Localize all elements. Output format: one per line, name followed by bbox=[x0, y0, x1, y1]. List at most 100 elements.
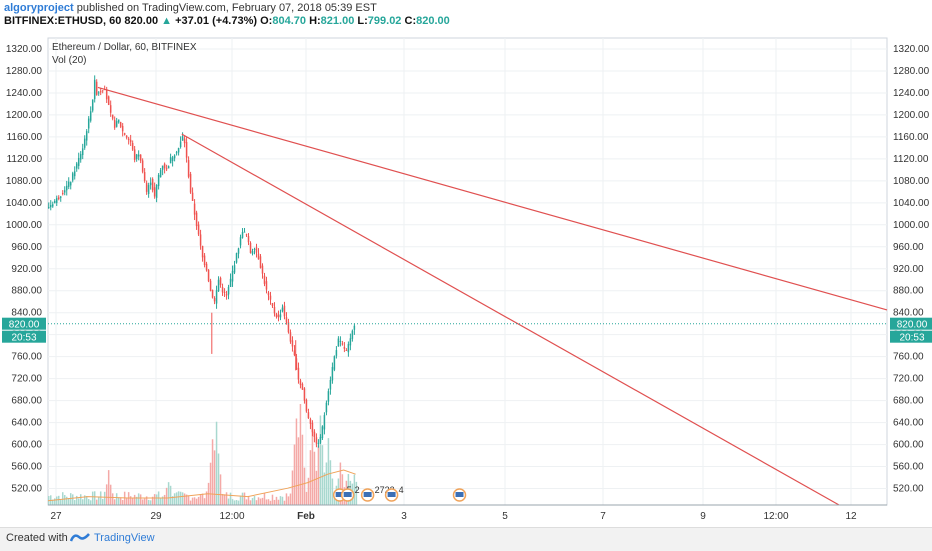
candle-body bbox=[349, 338, 352, 346]
candle-body bbox=[161, 165, 164, 170]
volume-bar bbox=[199, 494, 202, 505]
volume-bar bbox=[277, 499, 280, 505]
volume-bar bbox=[289, 493, 292, 505]
chart-header: algoryproject published on TradingView.c… bbox=[0, 0, 932, 30]
volume-bar bbox=[325, 462, 328, 505]
candle-body bbox=[73, 171, 76, 177]
volume-bar bbox=[267, 499, 270, 505]
volume-bar bbox=[297, 437, 300, 505]
volume-bar bbox=[313, 451, 316, 505]
candle-body bbox=[187, 160, 190, 177]
volume-bar bbox=[245, 499, 248, 505]
volume-bar bbox=[255, 500, 258, 505]
candle-body bbox=[177, 147, 180, 153]
candle-body bbox=[299, 380, 302, 385]
volume-bar bbox=[307, 477, 310, 505]
volume-bar bbox=[309, 450, 312, 505]
volume-bar bbox=[153, 494, 156, 505]
volume-bar bbox=[209, 462, 212, 505]
y-tick-label-right: 1160.00 bbox=[893, 132, 929, 143]
y-tick-label-right: 1240.00 bbox=[893, 88, 930, 99]
candle-body bbox=[277, 314, 280, 318]
volume-bar bbox=[99, 491, 102, 505]
volume-legend: Vol (20) bbox=[52, 55, 86, 66]
volume-bar bbox=[221, 493, 224, 505]
volume-bar bbox=[165, 487, 168, 505]
candle-body bbox=[151, 178, 154, 191]
y-tick-label-left: 1120.00 bbox=[7, 154, 43, 165]
event-markers[interactable]: 5227224 bbox=[332, 485, 467, 502]
candle-body bbox=[93, 79, 96, 100]
volume-bar bbox=[71, 494, 74, 505]
low-value: 799.02 bbox=[367, 15, 402, 27]
candle-body bbox=[55, 198, 58, 203]
volume-bar bbox=[175, 492, 178, 505]
tradingview-brand[interactable]: TradingView bbox=[94, 532, 155, 544]
volume-bar bbox=[231, 499, 234, 505]
volume-bar bbox=[269, 500, 272, 505]
footer: Created with TradingView bbox=[0, 527, 932, 551]
candle-body bbox=[79, 154, 82, 160]
candle-body bbox=[57, 197, 60, 200]
candle-body bbox=[339, 341, 342, 343]
volume-bar bbox=[219, 474, 222, 505]
candle-body bbox=[89, 111, 92, 121]
candle-body bbox=[229, 278, 232, 287]
candle-body bbox=[129, 139, 132, 143]
volume-bar bbox=[319, 415, 322, 505]
candle-body bbox=[215, 290, 218, 304]
volume-bar bbox=[275, 496, 278, 505]
volume-bar bbox=[55, 496, 58, 505]
candle-body bbox=[353, 325, 356, 330]
candle-body bbox=[117, 119, 120, 123]
candle-body bbox=[165, 168, 168, 170]
candle-body bbox=[193, 203, 196, 215]
volume-bar bbox=[119, 497, 122, 505]
candle-body bbox=[343, 346, 346, 349]
candle-body bbox=[53, 200, 56, 204]
candle-body bbox=[145, 182, 148, 192]
volume-bar bbox=[117, 497, 120, 505]
volume-bar bbox=[333, 495, 336, 505]
candle-body bbox=[275, 313, 278, 317]
author-link[interactable]: algoryproject bbox=[4, 2, 74, 14]
candle-body bbox=[291, 340, 294, 347]
volume-bar bbox=[259, 498, 262, 505]
volume-bar bbox=[201, 493, 204, 505]
trendline[interactable] bbox=[97, 86, 888, 311]
y-tick-label-left: 560.00 bbox=[11, 462, 42, 473]
volume-bar bbox=[223, 494, 226, 505]
trendlines[interactable] bbox=[97, 86, 888, 506]
y-tick-label-left: 600.00 bbox=[11, 440, 42, 451]
candle-body bbox=[67, 181, 70, 187]
candle-body bbox=[283, 305, 286, 317]
volume-bar bbox=[171, 496, 174, 505]
candle-body bbox=[121, 125, 124, 132]
volume-bar bbox=[147, 499, 150, 505]
volume-bar bbox=[315, 470, 318, 505]
y-tick-label-left: 1080.00 bbox=[6, 176, 43, 187]
candle-body bbox=[137, 154, 140, 157]
chart-background bbox=[0, 30, 932, 527]
created-with-label: Created with bbox=[6, 532, 68, 544]
us-flag-icon bbox=[455, 492, 464, 497]
candle-body bbox=[63, 190, 66, 193]
volume-bar bbox=[177, 491, 180, 505]
candle-body bbox=[219, 277, 222, 286]
volume-bar bbox=[263, 493, 266, 505]
low-label: L: bbox=[357, 15, 368, 27]
price-chart[interactable]: 1320.00 1320.00 1280.00 1280.00 1240.00 1240.… bbox=[0, 30, 932, 527]
us-flag-icon bbox=[343, 492, 352, 497]
volume-bar bbox=[323, 472, 326, 505]
candle-body bbox=[85, 131, 88, 141]
candle-body bbox=[209, 280, 212, 291]
y-tick-label-right: 600.00 bbox=[893, 440, 924, 451]
volume-bar bbox=[287, 496, 290, 505]
volume-bar bbox=[173, 493, 176, 505]
candle-body bbox=[319, 436, 322, 443]
trendline[interactable] bbox=[181, 133, 840, 506]
volume-bar bbox=[161, 496, 164, 505]
candle-body bbox=[175, 152, 178, 154]
y-tick-label-right: 920.00 bbox=[893, 264, 924, 275]
x-tick-label: 5 bbox=[502, 511, 508, 522]
